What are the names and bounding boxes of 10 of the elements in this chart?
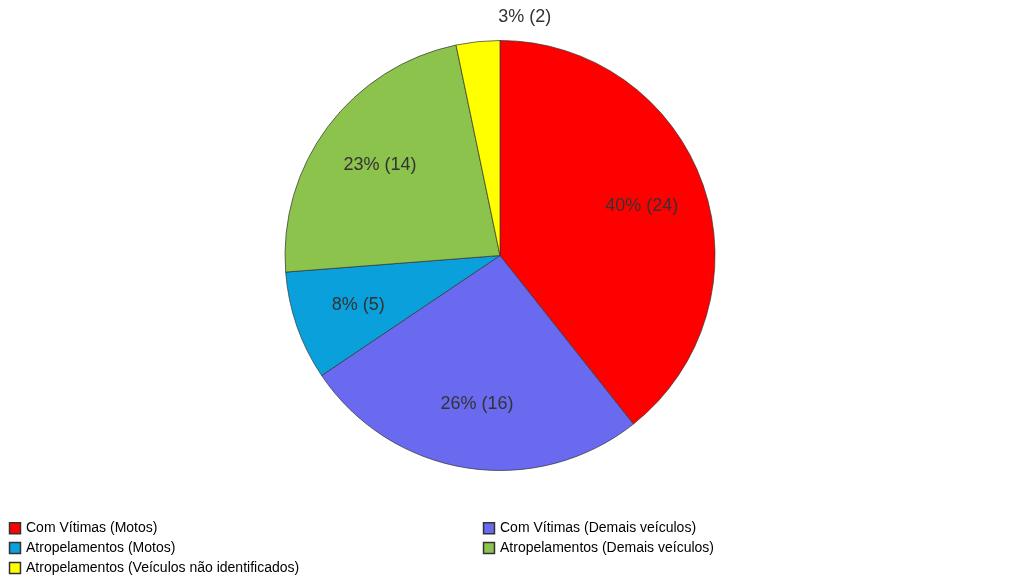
legend-label: Com Vítimas (Motos)	[26, 519, 158, 536]
legend-label: Atropelamentos (Veículos não identificados)	[26, 559, 300, 575]
data-label: 40% (24)	[605, 195, 679, 216]
data-label: 3% (2)	[498, 5, 552, 26]
legend-label: Atropelamentos (Motos)	[26, 539, 176, 555]
data-label: 8% (5)	[331, 293, 385, 314]
data-label: 23% (14)	[343, 154, 417, 175]
legend-label: Atropelamentos (Demais veículos)	[500, 539, 714, 555]
legend-label: Com Vítimas (Demais veículos)	[500, 519, 697, 536]
data-label: 26% (16)	[440, 392, 514, 413]
